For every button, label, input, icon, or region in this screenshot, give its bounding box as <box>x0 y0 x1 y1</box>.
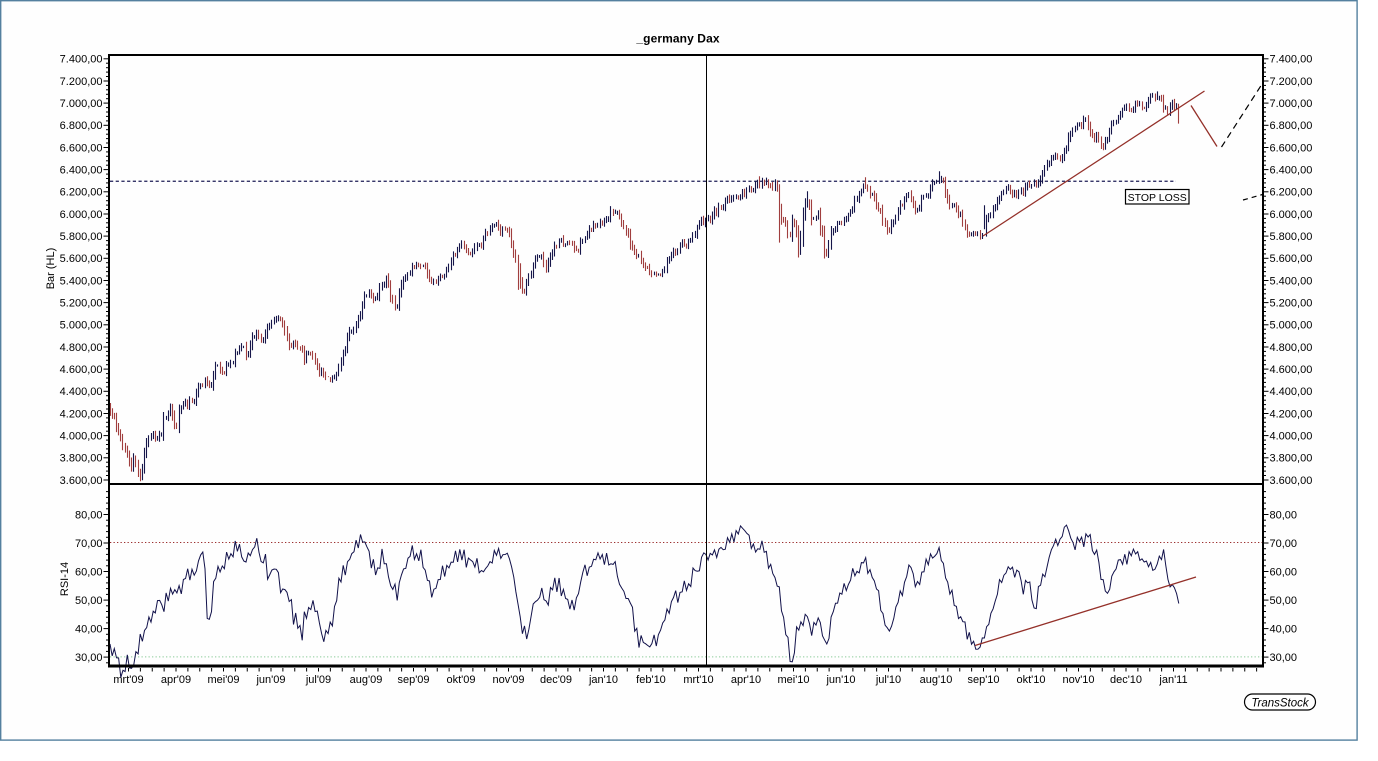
svg-text:6.400,00: 6.400,00 <box>1270 164 1313 176</box>
svg-text:4.600,00: 4.600,00 <box>60 364 103 376</box>
svg-text:jun'10: jun'10 <box>825 674 855 686</box>
svg-text:dec'09: dec'09 <box>540 674 572 686</box>
svg-text:aug'09: aug'09 <box>350 674 383 686</box>
svg-text:4.200,00: 4.200,00 <box>60 408 103 420</box>
svg-text:aug'10: aug'10 <box>920 674 953 686</box>
svg-text:mrt'09: mrt'09 <box>113 674 143 686</box>
svg-text:feb'10: feb'10 <box>636 674 666 686</box>
svg-text:5.600,00: 5.600,00 <box>60 253 103 265</box>
svg-text:50,00: 50,00 <box>1270 595 1298 607</box>
svg-text:3.600,00: 3.600,00 <box>60 475 103 487</box>
svg-text:RSI-14: RSI-14 <box>59 562 71 596</box>
svg-text:50,00: 50,00 <box>75 595 103 607</box>
svg-text:40,00: 40,00 <box>75 623 103 635</box>
svg-text:5.000,00: 5.000,00 <box>1270 320 1313 332</box>
svg-text:6.000,00: 6.000,00 <box>1270 209 1313 221</box>
svg-text:mei'09: mei'09 <box>207 674 239 686</box>
svg-text:mei'10: mei'10 <box>777 674 809 686</box>
svg-text:60,00: 60,00 <box>1270 566 1298 578</box>
svg-text:5.400,00: 5.400,00 <box>60 275 103 287</box>
svg-text:4.200,00: 4.200,00 <box>1270 408 1313 420</box>
svg-text:STOP LOSS: STOP LOSS <box>1128 192 1187 204</box>
svg-text:30,00: 30,00 <box>75 652 103 664</box>
svg-text:sep'09: sep'09 <box>397 674 429 686</box>
svg-text:4.800,00: 4.800,00 <box>60 342 103 354</box>
svg-text:okt'10: okt'10 <box>1016 674 1045 686</box>
svg-text:4.400,00: 4.400,00 <box>60 386 103 398</box>
svg-text:6.400,00: 6.400,00 <box>60 164 103 176</box>
svg-text:7.400,00: 7.400,00 <box>60 54 103 66</box>
svg-text:60,00: 60,00 <box>75 566 103 578</box>
svg-text:70,00: 70,00 <box>75 538 103 550</box>
svg-text:_germany Dax: _germany Dax <box>635 31 719 45</box>
svg-text:40,00: 40,00 <box>1270 623 1298 635</box>
svg-text:sep'10: sep'10 <box>967 674 999 686</box>
svg-text:6.600,00: 6.600,00 <box>60 142 103 154</box>
svg-text:mrt'10: mrt'10 <box>683 674 713 686</box>
svg-text:jun'09: jun'09 <box>255 674 285 686</box>
svg-text:4.000,00: 4.000,00 <box>60 430 103 442</box>
svg-text:30,00: 30,00 <box>1270 652 1298 664</box>
svg-text:6.600,00: 6.600,00 <box>1270 142 1313 154</box>
svg-text:7.400,00: 7.400,00 <box>1270 54 1313 66</box>
svg-text:6.200,00: 6.200,00 <box>60 187 103 199</box>
svg-text:4.800,00: 4.800,00 <box>1270 342 1313 354</box>
svg-text:80,00: 80,00 <box>75 509 103 521</box>
svg-text:okt'09: okt'09 <box>446 674 475 686</box>
svg-text:7.200,00: 7.200,00 <box>1270 76 1313 88</box>
svg-text:6.800,00: 6.800,00 <box>60 120 103 132</box>
svg-text:5.800,00: 5.800,00 <box>60 231 103 243</box>
svg-text:5.200,00: 5.200,00 <box>60 297 103 309</box>
svg-text:jan'11: jan'11 <box>1158 674 1187 686</box>
svg-text:nov'10: nov'10 <box>1062 674 1094 686</box>
svg-text:4.600,00: 4.600,00 <box>1270 364 1313 376</box>
svg-text:4.000,00: 4.000,00 <box>1270 430 1313 442</box>
svg-text:7.200,00: 7.200,00 <box>60 76 103 88</box>
svg-text:3.800,00: 3.800,00 <box>1270 453 1313 465</box>
svg-text:7.000,00: 7.000,00 <box>1270 98 1313 110</box>
svg-text:5.600,00: 5.600,00 <box>1270 253 1313 265</box>
svg-text:5.000,00: 5.000,00 <box>60 320 103 332</box>
svg-text:5.200,00: 5.200,00 <box>1270 297 1313 309</box>
svg-text:6.000,00: 6.000,00 <box>60 209 103 221</box>
svg-text:Bar (HL): Bar (HL) <box>45 248 57 290</box>
svg-text:nov'09: nov'09 <box>492 674 524 686</box>
svg-text:3.800,00: 3.800,00 <box>60 453 103 465</box>
svg-text:5.800,00: 5.800,00 <box>1270 231 1313 243</box>
svg-text:70,00: 70,00 <box>1270 538 1298 550</box>
svg-text:6.800,00: 6.800,00 <box>1270 120 1313 132</box>
svg-text:apr'10: apr'10 <box>731 674 761 686</box>
svg-text:7.000,00: 7.000,00 <box>60 98 103 110</box>
svg-text:jul'09: jul'09 <box>305 674 331 686</box>
svg-text:6.200,00: 6.200,00 <box>1270 187 1313 199</box>
svg-text:jul'10: jul'10 <box>875 674 901 686</box>
svg-text:dec'10: dec'10 <box>1110 674 1142 686</box>
svg-text:apr'09: apr'09 <box>161 674 191 686</box>
svg-text:4.400,00: 4.400,00 <box>1270 386 1313 398</box>
svg-text:5.400,00: 5.400,00 <box>1270 275 1313 287</box>
svg-text:3.600,00: 3.600,00 <box>1270 475 1313 487</box>
svg-text:jan'10: jan'10 <box>588 674 618 686</box>
svg-text:TransStock: TransStock <box>1251 697 1310 709</box>
svg-text:80,00: 80,00 <box>1270 509 1298 521</box>
